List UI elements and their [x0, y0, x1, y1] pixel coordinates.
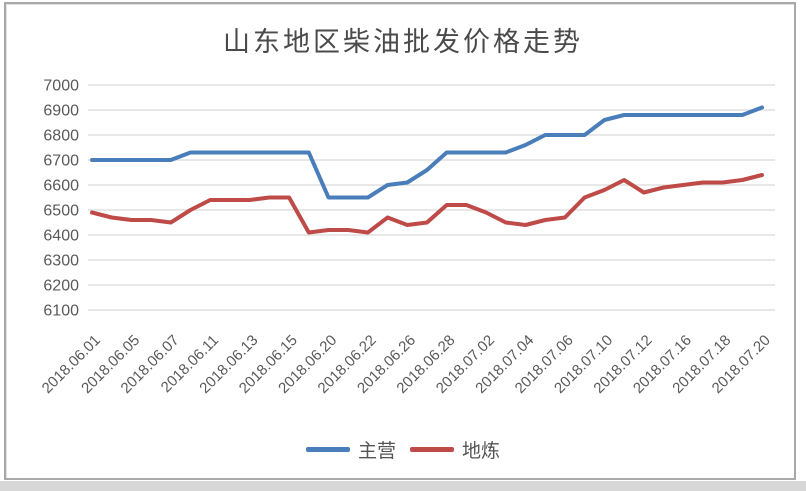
- legend-line-swatch: [410, 447, 454, 452]
- legend: 主营 地炼: [0, 436, 806, 463]
- legend-line-swatch: [305, 447, 350, 452]
- y-axis-tick-label: 6900: [43, 103, 79, 120]
- chart-frame: [4, 2, 796, 480]
- y-axis-tick-label: 6700: [43, 153, 79, 170]
- legend-item-0: 主营: [305, 436, 396, 463]
- y-axis-tick-label: 6300: [43, 253, 79, 270]
- y-axis-tick-label: 6600: [43, 178, 79, 195]
- chart-title: 山东地区柴油批发价格走势: [223, 27, 583, 58]
- y-axis-tick-label: 6100: [43, 303, 79, 320]
- y-axis-tick-label: 6200: [43, 278, 79, 295]
- y-axis-tick-label: 6400: [43, 228, 79, 245]
- legend-item-1: 地炼: [410, 436, 500, 463]
- y-axis-tick-label: 7000: [43, 78, 79, 95]
- series-line-0: [90, 105, 764, 200]
- legend-label: 地炼: [462, 441, 501, 462]
- legend-label: 主营: [357, 441, 396, 462]
- y-axis-tick-label: 6800: [43, 128, 79, 145]
- series-line-1: [90, 173, 764, 235]
- y-axis-tick-label: 6500: [43, 203, 79, 220]
- window-bottom-edge: [0, 481, 806, 491]
